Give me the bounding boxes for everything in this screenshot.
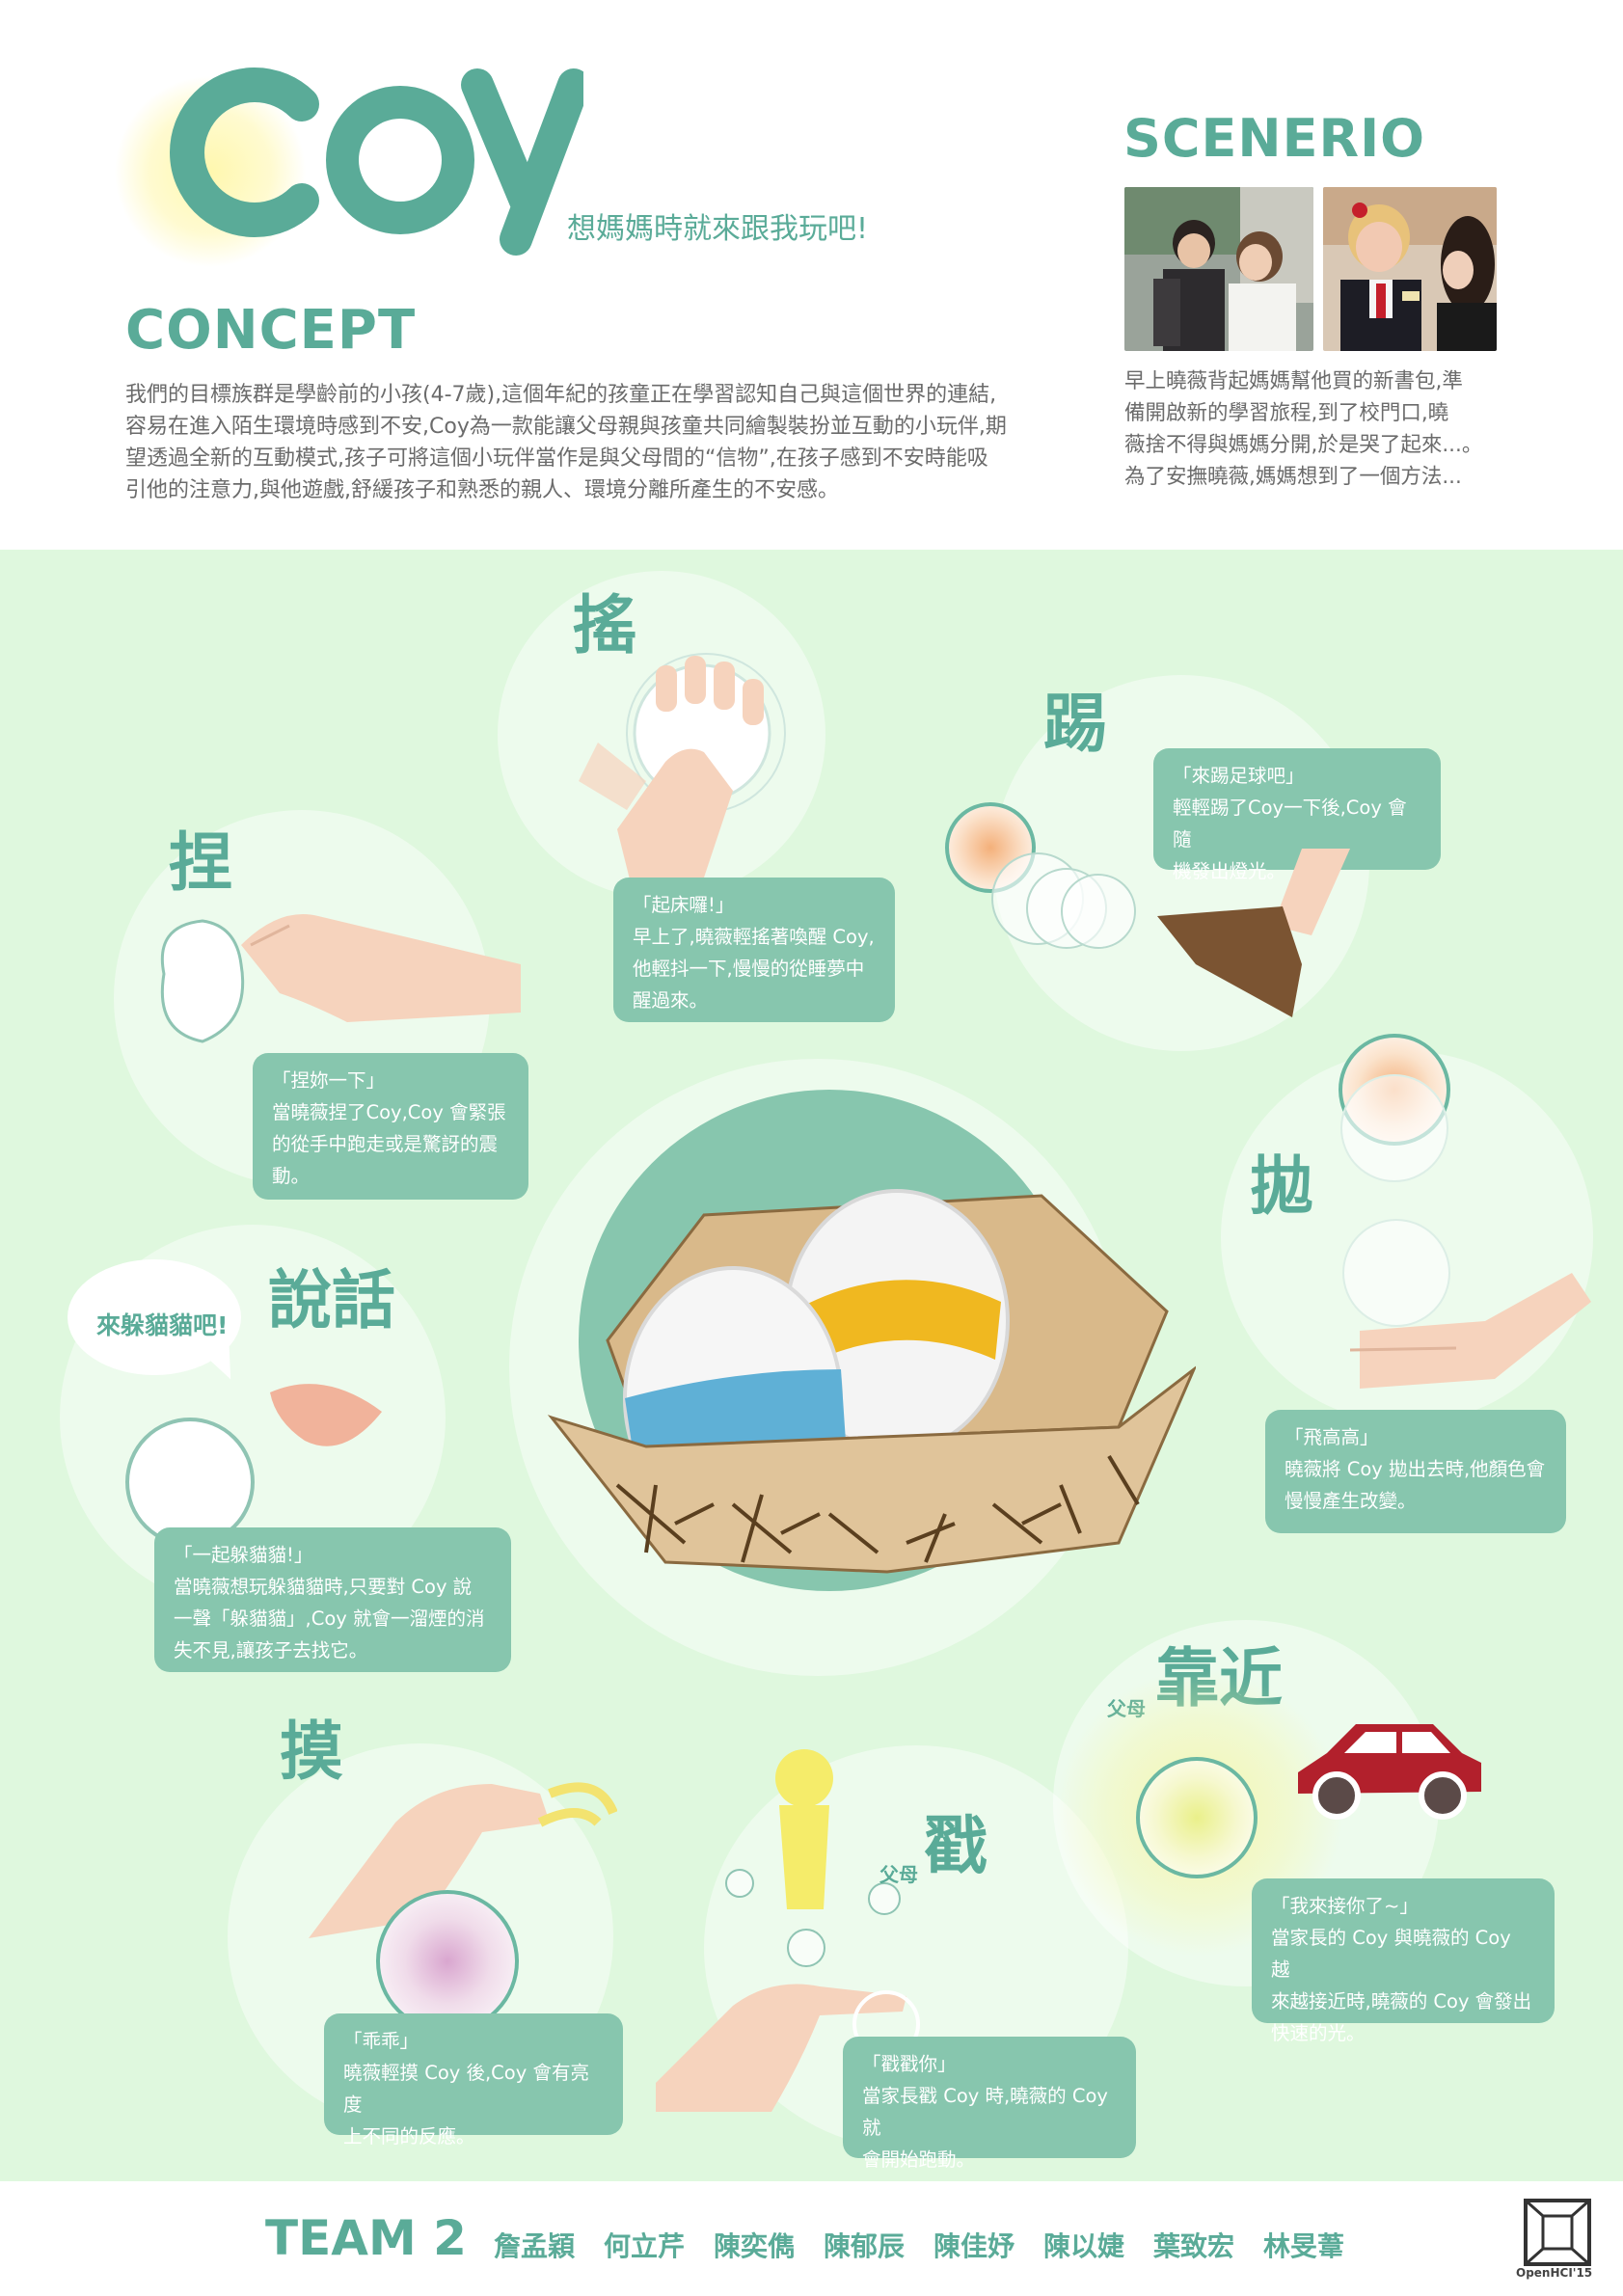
poke-dot-ball bbox=[787, 1929, 825, 1967]
card-approach-line: 當家長的 Coy 與曉薇的 Coy 越 bbox=[1271, 1927, 1511, 1981]
action-title-pinch: 捏 bbox=[169, 825, 232, 900]
tagline: 想媽媽時就來跟我玩吧! bbox=[567, 212, 869, 246]
concept-line: 引他的注意力,與他遊戲,舒緩孩子和熟悉的親人、環境分離所產生的不安感。 bbox=[125, 478, 839, 502]
card-poke-quote: 「戳戳你」 bbox=[862, 2053, 957, 2075]
team-member: 林旻葦 bbox=[1263, 2230, 1345, 2262]
openhci-logo-icon bbox=[1524, 2199, 1591, 2266]
car-icon bbox=[1298, 1724, 1481, 1820]
card-throw-quote: 「飛高高」 bbox=[1285, 1426, 1379, 1448]
concept-line: 容易在進入陌生環境時感到不安,Coy為一款能讓父母親與孩童共同繪製裝扮並互動的小… bbox=[125, 415, 1007, 439]
team-label: TEAM 2 bbox=[265, 2210, 467, 2266]
card-speak-quote: 「一起躲貓貓!」 bbox=[174, 1544, 313, 1566]
card-approach-line: 來越接近時,曉薇的 Coy 會發出 bbox=[1271, 1990, 1532, 2012]
card-poke-line: 當家長戳 Coy 時,曉薇的 Coy 就 bbox=[862, 2085, 1108, 2139]
poke-dot-ball bbox=[725, 1869, 754, 1898]
card-kick-quote: 「來踢足球吧」 bbox=[1173, 765, 1305, 787]
card-shake-line: 早上了,曉薇輕搖著喚醒 Coy, bbox=[633, 926, 875, 948]
card-pinch: 「捏妳一下」 當曉薇捏了Coy,Coy 會緊張 的從手中跑走或是驚訝的震 動。 bbox=[253, 1053, 528, 1200]
pinch-hand-illustration bbox=[160, 914, 521, 1043]
concept-paragraph: 我們的目標族群是學齡前的小孩(4-7歲),這個年紀的孩童正在學習認知自己與這個世… bbox=[125, 379, 1070, 506]
poke-dot-ball bbox=[868, 1882, 901, 1915]
card-pinch-line: 當曉薇捏了Coy,Coy 會緊張 bbox=[272, 1101, 506, 1123]
card-shake-line: 他輕抖一下,慢慢的從睡夢中 bbox=[633, 958, 865, 980]
scenario-title: SCENERIO bbox=[1123, 108, 1426, 169]
kick-glow-ball bbox=[945, 802, 1036, 893]
team-member: 陳奕儁 bbox=[714, 2230, 796, 2262]
action-prefix-poke: 父母 bbox=[879, 1863, 918, 1886]
action-title-throw: 拋 bbox=[1250, 1149, 1313, 1224]
scenario-line: 早上曉薇背起媽媽幫他買的新書包,準 bbox=[1124, 369, 1463, 393]
team-member: 陳以婕 bbox=[1043, 2230, 1125, 2262]
card-approach: 「我來接你了~」 當家長的 Coy 與曉薇的 Coy 越 來越接近時,曉薇的 C… bbox=[1252, 1878, 1555, 2044]
card-shake-line: 醒過來。 bbox=[633, 989, 709, 1012]
action-title-poke: 戳 bbox=[924, 1809, 987, 1883]
scenario-paragraph: 早上曉薇背起媽媽幫他買的新書包,準 備開啟新的學習旅程,到了校門口,曉 薇捨不得… bbox=[1124, 365, 1510, 493]
throw-trail-ball bbox=[1340, 1074, 1448, 1182]
card-speak-line: 當曉薇想玩躲貓貓時,只要對 Coy 說 bbox=[174, 1576, 473, 1598]
team-member: 葉致宏 bbox=[1153, 2230, 1235, 2262]
speak-ball bbox=[125, 1418, 255, 1547]
card-poke: 「戳戳你」 當家長戳 Coy 時,曉薇的 Coy 就 會開始跑動。 bbox=[843, 2037, 1136, 2171]
throw-trail-ball bbox=[1342, 1219, 1450, 1327]
speak-lips-illustration bbox=[270, 1384, 382, 1446]
card-kick-line: 輕輕踢了Coy一下後,Coy 會隨 bbox=[1173, 797, 1407, 851]
card-throw-line: 曉薇將 Coy 拋出去時,他顏色會 bbox=[1285, 1458, 1546, 1480]
touch-ball bbox=[376, 1890, 519, 2033]
card-speak: 「一起躲貓貓!」 當曉薇想玩躲貓貓時,只要對 Coy 說 一聲「躲貓貓」,Coy… bbox=[154, 1527, 511, 1672]
team-member: 陳佳妤 bbox=[933, 2230, 1015, 2262]
card-pinch-line: 的從手中跑走或是驚訝的震 bbox=[272, 1133, 499, 1155]
team-member: 何立芹 bbox=[604, 2230, 686, 2262]
action-title-speak: 說話 bbox=[268, 1263, 395, 1337]
scenario-line: 薇捨不得與媽媽分開,於是哭了起來...。 bbox=[1124, 433, 1483, 457]
action-title-touch: 摸 bbox=[280, 1715, 343, 1789]
scenario-photo-goodbye bbox=[1124, 187, 1313, 351]
approach-ball bbox=[1136, 1757, 1258, 1878]
kick-foot-illustration bbox=[1157, 849, 1350, 1017]
card-shake-quote: 「起床囉!」 bbox=[633, 894, 735, 916]
concept-line: 望透過全新的互動模式,孩子可將這個小玩伴當作是與父母間的“信物”,在孩子感到不安… bbox=[125, 446, 988, 471]
poke-hand-illustration bbox=[656, 1984, 906, 2112]
card-approach-quote: 「我來接你了~」 bbox=[1271, 1895, 1419, 1917]
card-throw-line: 慢慢產生改變。 bbox=[1285, 1490, 1417, 1512]
concept-title: CONCEPT bbox=[125, 299, 417, 362]
team-member: 陳郁辰 bbox=[824, 2230, 906, 2262]
openhci-logo-text: OpenHCI'15 bbox=[1516, 2266, 1593, 2280]
card-pinch-quote: 「捏妳一下」 bbox=[272, 1069, 386, 1092]
card-poke-line: 會開始跑動。 bbox=[862, 2148, 976, 2171]
touch-hand-illustration bbox=[309, 1782, 617, 1938]
action-title-shake: 搖 bbox=[573, 588, 636, 662]
scenario-photo-crying bbox=[1323, 187, 1497, 351]
card-touch: 「乖乖」 曉薇輕摸 Coy 後,Coy 會有亮度 上不同的反應。 bbox=[324, 2013, 623, 2147]
card-touch-quote: 「乖乖」 bbox=[343, 2030, 419, 2052]
card-shake: 「起床囉!」 早上了,曉薇輕搖著喚醒 Coy, 他輕抖一下,慢慢的從睡夢中 醒過… bbox=[613, 878, 895, 1022]
coy-logo bbox=[159, 46, 590, 302]
card-approach-line: 快速的光。 bbox=[1271, 2022, 1366, 2044]
shake-hand-illustration bbox=[579, 653, 786, 906]
concept-line: 我們的目標族群是學齡前的小孩(4-7歲),這個年紀的孩童正在學習認知自己與這個世… bbox=[125, 383, 997, 407]
kick-trail-ball bbox=[1061, 874, 1136, 949]
scenario-line: 為了安撫曉薇,媽媽想到了一個方法... bbox=[1124, 465, 1462, 489]
speech-bubble bbox=[68, 1259, 241, 1375]
action-title-kick: 踢 bbox=[1043, 687, 1107, 761]
speech-bubble-text: 來躲貓貓吧! bbox=[96, 1311, 229, 1339]
card-kick: 「來踢足球吧」 輕輕踢了Coy一下後,Coy 會隨 機發出燈光。 bbox=[1153, 748, 1441, 882]
card-throw: 「飛高高」 曉薇將 Coy 拋出去時,他顏色會 慢慢產生改變。 bbox=[1265, 1410, 1566, 1533]
card-speak-line: 一聲「躲貓貓」,Coy 就會一溜煙的消 bbox=[174, 1607, 485, 1630]
parent-figure-icon bbox=[775, 1749, 833, 1909]
coy-product-photo bbox=[547, 1189, 1196, 1574]
card-touch-line: 上不同的反應。 bbox=[343, 2125, 475, 2147]
card-speak-line: 失不見,讓孩子去找它。 bbox=[174, 1639, 368, 1661]
team-member: 詹孟穎 bbox=[494, 2230, 576, 2262]
scenario-line: 備開啟新的學習旅程,到了校門口,曉 bbox=[1124, 401, 1449, 425]
card-kick-line: 機發出燈光。 bbox=[1173, 860, 1286, 882]
coy-logo-mark bbox=[170, 68, 590, 256]
throw-hand-illustration bbox=[1349, 1273, 1591, 1389]
card-pinch-line: 動。 bbox=[272, 1165, 311, 1187]
card-touch-line: 曉薇輕摸 Coy 後,Coy 會有亮度 bbox=[343, 2062, 589, 2116]
